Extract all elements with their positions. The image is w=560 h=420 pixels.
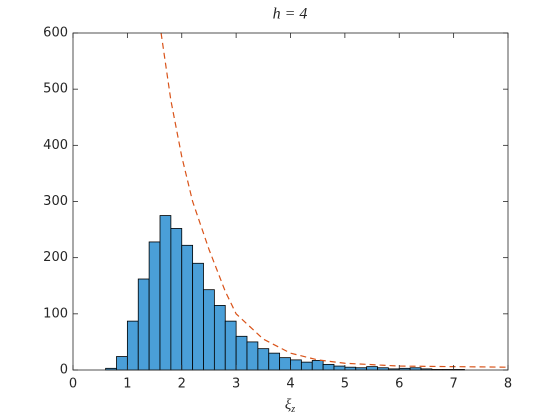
chart-title: h = 4 [273, 6, 308, 23]
bar [213, 305, 226, 371]
bar [203, 289, 215, 371]
x-tick-label: 0 [69, 377, 77, 392]
bar [366, 366, 378, 371]
bar [290, 359, 302, 371]
bar [246, 341, 259, 371]
y-tick-label: 400 [43, 138, 68, 153]
y-tick-label: 200 [43, 250, 68, 265]
x-tick-label: 4 [286, 377, 294, 392]
y-tick-label: 300 [43, 194, 68, 209]
bar [344, 366, 357, 371]
x-tick-label: 7 [449, 377, 457, 392]
bar [159, 215, 172, 371]
bar [126, 320, 139, 371]
y-tick-label: 600 [43, 26, 68, 41]
bar [235, 335, 248, 371]
x-tick-label: 8 [504, 377, 512, 392]
bar [137, 278, 150, 371]
bar [333, 365, 346, 371]
bar [311, 360, 324, 371]
x-label-symbol: ξ [285, 397, 292, 413]
bar [300, 361, 313, 371]
bar [116, 356, 128, 371]
x-tick-label: 6 [395, 377, 403, 392]
bar [192, 262, 204, 371]
x-axis-label: ξz [285, 397, 295, 415]
x-tick-label: 2 [178, 377, 186, 392]
x-tick-label: 1 [123, 377, 131, 392]
bar [148, 241, 161, 371]
bar [224, 320, 237, 371]
bar [257, 348, 270, 371]
x-label-subscript: z [290, 404, 295, 415]
fit-curve [160, 32, 509, 368]
y-tick-label: 100 [43, 306, 68, 321]
y-tick-label: 0 [60, 363, 68, 378]
x-tick-label: 5 [341, 377, 349, 392]
bar [322, 363, 335, 371]
bar [279, 357, 291, 371]
y-tick-label: 500 [43, 82, 68, 97]
bar [268, 352, 281, 371]
bar [181, 244, 194, 371]
bar [170, 228, 183, 371]
x-tick-label: 3 [232, 377, 240, 392]
